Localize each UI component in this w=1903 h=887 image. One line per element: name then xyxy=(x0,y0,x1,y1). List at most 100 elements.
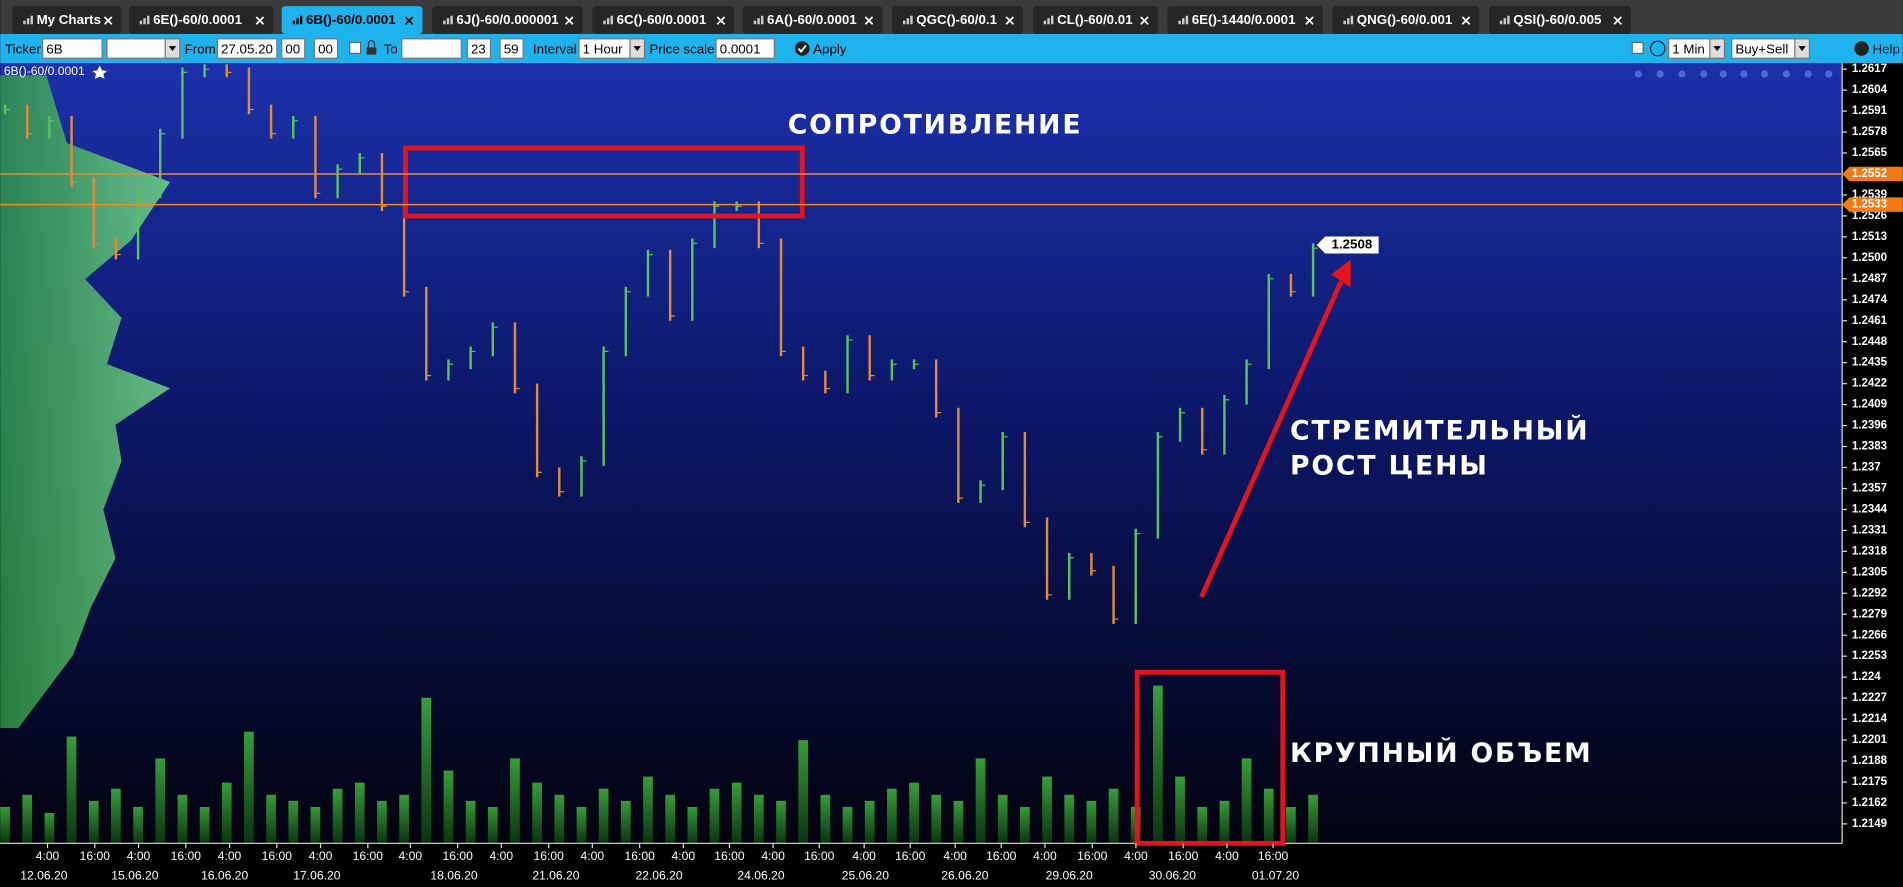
tab[interactable] xyxy=(892,6,1024,34)
y-tick-label: 1.2253 xyxy=(1852,650,1887,662)
input-value[interactable]: 59 xyxy=(504,41,519,56)
price-bar xyxy=(779,238,783,357)
level-label: 1.2533 xyxy=(1852,199,1887,211)
y-tick-label: 1.2305 xyxy=(1852,566,1888,578)
toolbar-items: Ticker 6B From 27.05.20 00 00 To 23 59 Interval 1 … xyxy=(5,38,1900,59)
select-value[interactable]: Buy+Sell xyxy=(1735,41,1788,56)
x-tick-label: 4:00 xyxy=(127,849,151,863)
checkbox[interactable] xyxy=(1631,41,1644,54)
tab-icon xyxy=(450,15,453,25)
price-bar xyxy=(824,370,827,394)
tab[interactable] xyxy=(1332,6,1480,34)
tool[interactable] xyxy=(1760,70,1769,78)
tool[interactable] xyxy=(1804,70,1812,78)
price-bar xyxy=(1178,407,1182,442)
tool[interactable] xyxy=(1678,70,1686,78)
to-date-input[interactable] xyxy=(401,38,462,59)
input-value[interactable]: 6B xyxy=(46,41,62,56)
a-icon[interactable] xyxy=(1649,40,1666,57)
volume-bar xyxy=(643,776,653,844)
tab[interactable] xyxy=(592,6,735,34)
tool[interactable] xyxy=(1719,70,1727,78)
input-value[interactable]: 00 xyxy=(318,41,333,56)
tab-close[interactable] xyxy=(103,16,113,25)
tab-close[interactable] xyxy=(1005,16,1014,25)
tab-icon xyxy=(299,15,303,25)
tab[interactable] xyxy=(742,6,883,34)
price-bar xyxy=(425,286,428,381)
checkbox[interactable] xyxy=(349,41,362,54)
tab-close[interactable] xyxy=(1305,16,1314,25)
tab-icon xyxy=(1043,20,1047,25)
input-value[interactable]: 0.0001 xyxy=(720,41,761,56)
input[interactable] xyxy=(499,38,524,59)
tab-close[interactable] xyxy=(716,16,726,25)
input[interactable] xyxy=(42,38,103,59)
y-tick-label: 1.2292 xyxy=(1852,587,1887,599)
y-tick-label: 1.2149 xyxy=(1852,818,1887,830)
help-icon[interactable] xyxy=(1854,41,1869,56)
x-tick-label: 16:00 xyxy=(353,849,384,863)
volume-bar xyxy=(66,736,77,844)
date-label: 12.06.20 xyxy=(20,868,67,882)
tool[interactable] xyxy=(1825,70,1833,78)
input[interactable] xyxy=(466,38,492,59)
price-bar xyxy=(136,188,140,260)
tab-close[interactable] xyxy=(1140,16,1149,25)
toolbar-label[interactable]: Apply xyxy=(813,41,847,56)
volume-bar xyxy=(421,697,432,844)
tab-close[interactable] xyxy=(1461,16,1471,25)
input[interactable] xyxy=(216,38,278,59)
price-bar xyxy=(1267,273,1270,370)
tool[interactable] xyxy=(1700,70,1708,78)
favorite-star[interactable] xyxy=(92,65,107,79)
volume-bar xyxy=(1086,800,1097,844)
tab-close[interactable] xyxy=(255,16,265,25)
volume-bar xyxy=(354,782,365,844)
price-bar xyxy=(70,115,73,187)
y-tick-label: 1.2357 xyxy=(1852,483,1887,495)
select-value[interactable]: 1 Min xyxy=(1672,41,1705,56)
tab[interactable] xyxy=(1489,6,1632,34)
volume-bar xyxy=(1286,806,1296,844)
tab-icon xyxy=(603,20,606,25)
x-tick-label: 16:00 xyxy=(1077,849,1108,863)
volume-bar xyxy=(997,794,1008,844)
y-tick-label: 1.2500 xyxy=(1852,252,1887,264)
tool[interactable] xyxy=(1740,70,1748,78)
tab-close[interactable] xyxy=(404,16,414,25)
toolbar-label[interactable]: Help xyxy=(1872,41,1899,56)
input[interactable] xyxy=(281,38,306,59)
volume-bar xyxy=(199,806,210,844)
input-value[interactable]: 23 xyxy=(471,41,486,56)
tool[interactable] xyxy=(1634,70,1642,78)
tab[interactable] xyxy=(281,6,423,34)
tab-close[interactable] xyxy=(1613,16,1622,25)
input[interactable] xyxy=(313,38,339,59)
volume-bar xyxy=(1064,794,1075,844)
price-bar xyxy=(1223,394,1226,455)
tool[interactable] xyxy=(1656,70,1664,78)
price-bar xyxy=(1201,407,1204,455)
tab[interactable] xyxy=(432,6,583,34)
level-label: 1.2552 xyxy=(1852,168,1887,180)
input-value[interactable]: 00 xyxy=(285,41,300,56)
tab-icon xyxy=(1347,18,1350,25)
tool[interactable] xyxy=(1782,70,1790,78)
price-bar xyxy=(957,407,960,503)
input[interactable] xyxy=(715,38,775,59)
input-value[interactable]: 27.05.20 xyxy=(221,41,273,56)
price-bar xyxy=(1023,432,1027,528)
toolbar-label: To xyxy=(384,41,398,56)
apply-icon[interactable] xyxy=(794,41,810,56)
tab[interactable] xyxy=(1032,6,1158,34)
tab[interactable] xyxy=(128,6,274,34)
tab[interactable] xyxy=(1167,6,1323,34)
select-value[interactable]: 1 Hour xyxy=(583,41,624,56)
tab-close[interactable] xyxy=(864,16,874,25)
tab[interactable] xyxy=(12,6,122,34)
y-tick-label: 1.2474 xyxy=(1852,294,1888,306)
tab-close[interactable] xyxy=(565,16,574,25)
price-bar xyxy=(1245,359,1248,405)
